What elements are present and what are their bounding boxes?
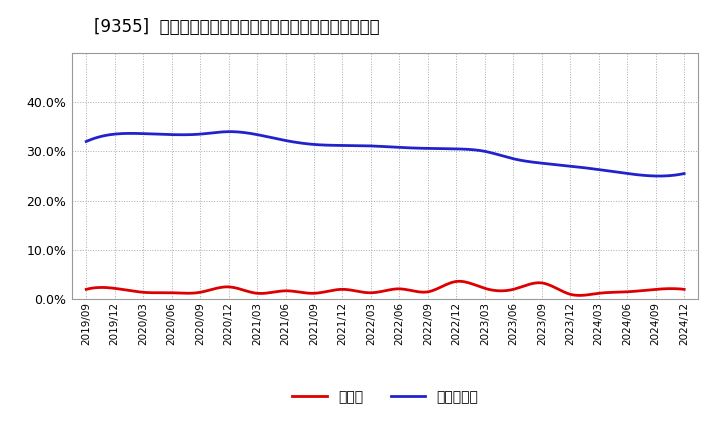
Legend: 現預金, 有利子負債: 現預金, 有利子負債 [287,385,484,410]
現預金 [436,285,444,290]
現預金 [456,279,464,284]
有利子負債 [626,171,634,176]
有利子負債 [438,146,446,151]
有利子負債 [680,171,688,176]
有利子負債 [654,173,662,179]
現預金 [82,287,91,292]
有利子負債 [84,138,93,143]
現預金 [628,289,636,294]
有利子負債 [440,146,449,151]
有利子負債 [82,139,91,144]
現預金 [84,286,93,291]
有利子負債 [226,129,235,134]
現預金 [590,291,598,297]
Text: [9355]  現預金、有利子負債の総資産に対する比率の推移: [9355] 現預金、有利子負債の総資産に対する比率の推移 [94,18,379,36]
有利子負債 [450,146,459,151]
現預金 [438,284,446,289]
有利子負債 [588,166,596,171]
現預金 [448,280,456,285]
Line: 現預金: 現預金 [86,281,684,295]
現預金 [576,293,585,298]
現預金 [680,287,688,292]
Line: 有利子負債: 有利子負債 [86,132,684,176]
